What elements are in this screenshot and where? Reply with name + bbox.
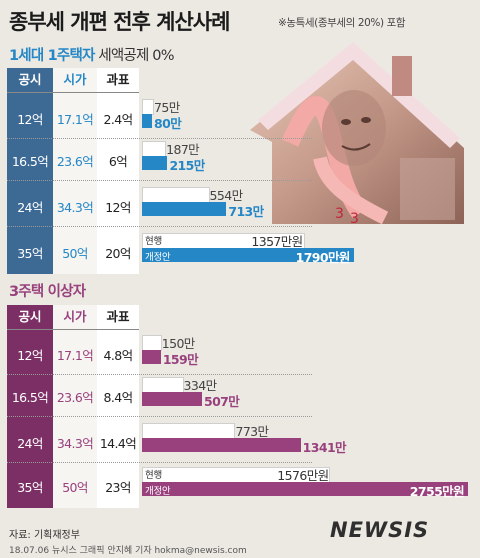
section-title: 3주택 이상자 — [9, 280, 86, 301]
section-title: 1세대 1주택자 세액공제 0% — [9, 44, 175, 65]
value-current: 773만 — [235, 424, 269, 439]
header-siga: 시가 — [63, 309, 87, 324]
value-proposed: 713만 — [228, 204, 264, 219]
row-separator — [7, 138, 312, 139]
row-separator — [7, 462, 312, 463]
gwapyo-column-bg — [97, 305, 139, 508]
bar-current — [142, 335, 162, 351]
cell-gwapyo: 4.8억 — [103, 348, 134, 363]
gongsi-column-bg — [7, 68, 53, 274]
cell-gongsi: 35억 — [17, 246, 43, 261]
cell-gwapyo: 23억 — [105, 480, 131, 495]
bar-proposed — [142, 392, 202, 406]
value-proposed: 507만 — [203, 394, 240, 409]
bar-proposed — [142, 482, 468, 496]
section-subtitle: 세액공제 0% — [94, 48, 174, 64]
credit-line: 18.07.06 뉴시스 그래픽 안지혜 기자 hokma@newsis.com — [9, 546, 247, 556]
cell-gongsi: 12억 — [17, 112, 43, 127]
bar-proposed — [142, 202, 227, 216]
value-proposed: 80만 — [154, 116, 182, 131]
value-current: 554만 — [209, 188, 244, 203]
house-illustration: 3 3 — [250, 42, 464, 227]
siga-column-bg — [53, 305, 97, 508]
bar-proposed — [142, 248, 354, 262]
bar-proposed — [142, 350, 161, 364]
bar-current — [142, 187, 210, 203]
svg-text:3: 3 — [335, 206, 344, 222]
value-current: 1357만원 — [251, 234, 303, 249]
value-proposed: 215만 — [169, 158, 205, 173]
header-siga: 시가 — [63, 72, 87, 87]
legend-current: 현행 — [145, 470, 162, 481]
bar-current — [142, 377, 184, 393]
section-title-text: 3주택 이상자 — [9, 284, 86, 300]
cell-siga: 23.6억 — [56, 390, 94, 405]
footnote: ※농특세(종부세의 20%) 포함 — [278, 17, 406, 29]
page-title: 종부세 개편 전후 계산사례 — [9, 10, 230, 34]
value-current: 1576만원 — [277, 468, 329, 483]
bar-proposed — [142, 156, 168, 170]
bar-proposed — [142, 438, 301, 452]
row-separator — [7, 374, 312, 375]
header-gwapyo: 과표 — [106, 72, 130, 87]
cell-siga: 50억 — [62, 246, 88, 261]
value-current: 187만 — [166, 142, 200, 157]
value-proposed: 1790만원 — [295, 250, 351, 265]
row-separator — [7, 226, 312, 227]
newsis-logo: NEWSIS — [330, 518, 430, 542]
header-gongsi: 공시 — [18, 309, 42, 324]
legend-proposed: 개정안 — [145, 252, 171, 263]
row-separator — [7, 416, 312, 417]
cell-siga: 34.3억 — [56, 436, 94, 451]
cell-siga: 23.6억 — [56, 154, 94, 169]
bar-current — [142, 423, 236, 439]
gwapyo-column-bg — [97, 68, 139, 274]
value-proposed: 1341만 — [302, 440, 347, 455]
header-gongsi: 공시 — [18, 72, 42, 87]
bar-current — [142, 141, 167, 157]
cell-gwapyo: 12억 — [105, 200, 131, 215]
cell-gongsi: 24억 — [17, 200, 43, 215]
header-separator — [7, 329, 139, 330]
gongsi-column-bg — [7, 305, 53, 508]
cell-siga: 17.1억 — [56, 348, 94, 363]
cell-gwapyo: 8.4억 — [103, 390, 134, 405]
siga-column-bg — [53, 68, 97, 274]
legend-current: 현행 — [145, 236, 162, 247]
value-proposed: 2755만원 — [409, 484, 465, 499]
cell-gwapyo: 6억 — [108, 154, 128, 169]
legend-proposed: 개정안 — [145, 486, 171, 497]
cell-gongsi: 35억 — [17, 480, 43, 495]
cell-gongsi: 12억 — [17, 348, 43, 363]
bar-proposed — [142, 114, 152, 128]
cell-gwapyo: 20억 — [105, 246, 131, 261]
cell-gongsi: 16.5억 — [11, 154, 49, 169]
cell-gwapyo: 2.4억 — [103, 112, 134, 127]
cell-siga: 34.3억 — [56, 200, 94, 215]
cell-siga: 17.1억 — [56, 112, 94, 127]
bar-current — [142, 99, 154, 115]
source-note: 자료: 기획재정부 — [9, 530, 80, 541]
cell-gongsi: 16.5억 — [11, 390, 49, 405]
header-gwapyo: 과표 — [106, 309, 130, 324]
svg-text:3: 3 — [350, 211, 359, 227]
cell-gwapyo: 14.4억 — [99, 436, 137, 451]
cell-siga: 50억 — [62, 480, 88, 495]
section-title-text: 1세대 1주택자 — [9, 48, 95, 64]
value-current: 334만 — [183, 378, 218, 393]
value-current: 150만 — [161, 336, 196, 351]
row-separator — [7, 180, 312, 181]
cell-gongsi: 24억 — [17, 436, 43, 451]
value-proposed: 159만 — [162, 352, 199, 367]
value-current: 75만 — [154, 100, 180, 115]
header-separator — [7, 92, 139, 93]
